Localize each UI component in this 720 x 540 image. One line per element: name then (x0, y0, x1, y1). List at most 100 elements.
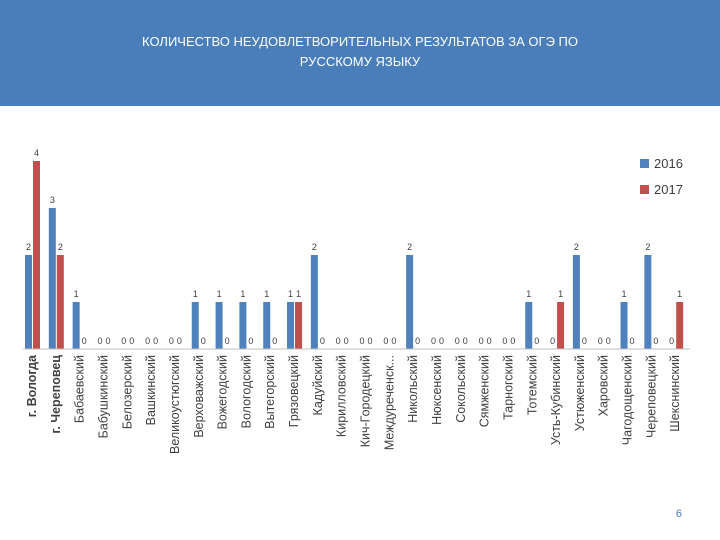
x-tick-label: Усть-Кубинский (549, 355, 563, 445)
data-label-2017-9: 0 (248, 336, 253, 346)
data-label-2017-18: 0 (463, 336, 468, 346)
x-tick-label: Белозерский (120, 355, 134, 429)
data-label-2016-8: 1 (217, 289, 222, 299)
x-tick-label: Устюженский (573, 355, 587, 431)
x-tick-label: Вологодский (239, 355, 253, 428)
data-label-2017-8: 0 (225, 336, 230, 346)
bar-2017-0 (33, 161, 40, 349)
data-label-2016-13: 0 (336, 336, 341, 346)
bar-2016-26 (644, 255, 652, 349)
data-label-2017-0: 4 (34, 148, 39, 158)
data-label-2016-27: 0 (669, 336, 674, 346)
bar-2016-2 (72, 302, 80, 349)
x-tick-label: г. Вологда (25, 354, 39, 417)
data-label-2016-26: 2 (645, 242, 650, 252)
data-label-2016-6: 0 (169, 336, 174, 346)
data-label-2016-23: 2 (574, 242, 579, 252)
x-tick-label: Кич-Городецкий (359, 355, 373, 447)
data-label-2016-18: 0 (455, 336, 460, 346)
x-tick-label: Вытегорский (263, 355, 277, 429)
x-tick-label: Сямженский (478, 355, 492, 427)
data-label-2016-16: 2 (407, 242, 412, 252)
bar-2016-0 (25, 255, 32, 349)
x-tick-label: Междуреченск... (382, 355, 396, 450)
data-label-2016-10: 1 (264, 289, 269, 299)
bars-layer (25, 161, 684, 349)
x-tick-label: Чагодощенский (621, 355, 635, 445)
x-tick-label: Кадуйский (311, 355, 325, 415)
data-label-2016-9: 1 (240, 289, 245, 299)
bar-2016-12 (310, 255, 318, 349)
data-label-2017-27: 1 (677, 289, 682, 299)
data-label-2017-19: 0 (487, 336, 492, 346)
data-label-2016-25: 1 (622, 289, 627, 299)
chart-title-line2: РУССКОМУ ЯЗЫКУ (299, 54, 421, 69)
slide-header: КОЛИЧЕСТВО НЕУДОВЛЕТВОРИТЕЛЬНЫХ РЕЗУЛЬТА… (0, 0, 720, 106)
data-label-2017-1: 2 (58, 242, 63, 252)
data-label-2017-24: 0 (606, 336, 611, 346)
legend-label-series-2016: 2016 (654, 156, 683, 171)
data-label-2016-15: 0 (383, 336, 388, 346)
data-label-2017-5: 0 (153, 336, 158, 346)
data-label-2016-0: 2 (26, 242, 31, 252)
chart-title-line1: КОЛИЧЕСТВО НЕУДОВЛЕТВОРИТЕЛЬНЫХ РЕЗУЛЬТА… (142, 34, 578, 49)
x-tick-label: Череповецкий (644, 355, 658, 438)
bar-2016-23 (572, 255, 580, 349)
bar-2016-11 (287, 302, 295, 349)
page-number: 6 (675, 508, 682, 520)
data-label-2017-4: 0 (129, 336, 134, 346)
legend: 2016 2017 (640, 156, 683, 197)
bar-2016-1 (48, 208, 56, 349)
legend-swatch-series-2017 (640, 185, 649, 194)
data-label-2016-22: 0 (550, 336, 555, 346)
data-label-2017-11: 1 (296, 289, 301, 299)
data-label-2016-3: 0 (97, 336, 102, 346)
data-label-2017-2: 0 (82, 336, 87, 346)
data-label-2016-21: 1 (526, 289, 531, 299)
bar-2016-21 (525, 302, 533, 349)
data-label-2017-16: 0 (415, 336, 420, 346)
data-label-2017-26: 0 (653, 336, 658, 346)
x-tick-label: Шекснинский (668, 355, 682, 432)
data-label-2017-23: 0 (582, 336, 587, 346)
data-label-2016-1: 3 (50, 195, 55, 205)
data-label-2017-12: 0 (320, 336, 325, 346)
bar-2017-22 (557, 302, 565, 349)
chart-title: КОЛИЧЕСТВО НЕУДОВЛЕТВОРИТЕЛЬНЫХ РЕЗУЛЬТА… (60, 32, 660, 72)
x-tick-label: г. Череповец (49, 355, 63, 434)
x-tick-label: Бабушкинский (96, 355, 110, 438)
x-tick-label: Великоустюгский (168, 355, 182, 454)
data-label-2016-11: 1 (288, 289, 293, 299)
bar-2016-7 (191, 302, 199, 349)
legend-label-series-2017: 2017 (654, 182, 683, 197)
bar-2016-10 (263, 302, 271, 349)
data-label-2017-17: 0 (439, 336, 444, 346)
data-label-2017-13: 0 (344, 336, 349, 346)
bar-2016-9 (239, 302, 247, 349)
legend-swatch-series-2016 (640, 159, 649, 168)
data-label-2016-2: 1 (74, 289, 79, 299)
data-label-2016-12: 2 (312, 242, 317, 252)
x-tick-label: Сокольский (454, 355, 468, 423)
data-label-2016-5: 0 (145, 336, 150, 346)
data-label-2017-15: 0 (391, 336, 396, 346)
data-label-2016-7: 1 (193, 289, 198, 299)
x-tick-label: Харовский (597, 355, 611, 416)
data-label-2017-7: 0 (201, 336, 206, 346)
data-label-2016-19: 0 (479, 336, 484, 346)
bar-2016-25 (620, 302, 628, 349)
x-tick-label: Верховажский (192, 355, 206, 438)
x-tick-label: Бабаевский (73, 355, 87, 423)
data-label-2016-17: 0 (431, 336, 436, 346)
data-label-2017-21: 0 (534, 336, 539, 346)
x-tick-label: Тотемский (525, 355, 539, 415)
data-label-2016-4: 0 (121, 336, 126, 346)
bar-2016-16 (406, 255, 414, 349)
x-tick-label: Вожегодский (216, 355, 230, 429)
bar-2017-11 (295, 302, 303, 349)
data-label-2017-20: 0 (510, 336, 515, 346)
data-label-2017-6: 0 (177, 336, 182, 346)
x-tick-label: Вашкинский (144, 355, 158, 425)
x-tick-label: Грязовецкий (287, 355, 301, 427)
